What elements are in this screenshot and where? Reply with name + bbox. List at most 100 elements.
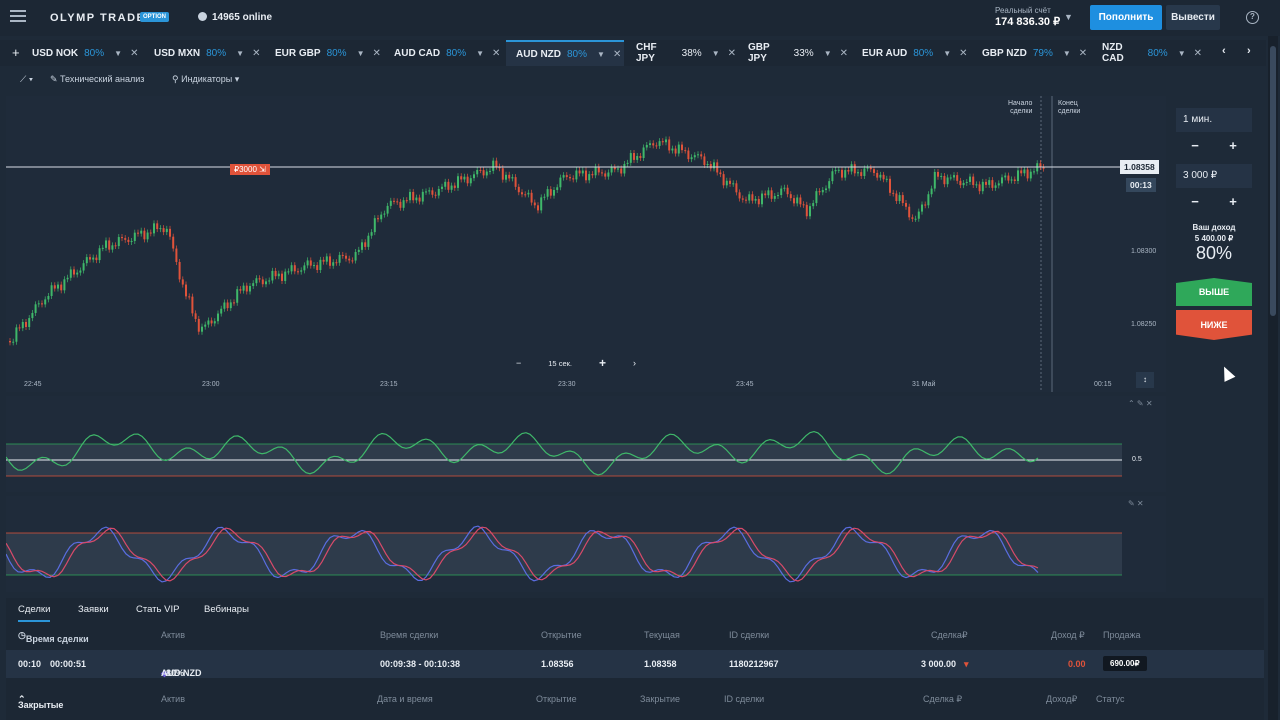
higher-button[interactable]: ВЫШЕ: [1176, 278, 1252, 306]
zoom-out-button[interactable]: −: [516, 358, 522, 368]
tab-asset[interactable]: EUR AUD 80% ▼ ✕: [852, 40, 970, 66]
chevron-down-icon[interactable]: ▼: [597, 49, 605, 59]
close-icon[interactable]: ✕: [492, 47, 501, 59]
zoom-in-button[interactable]: +: [598, 356, 606, 370]
indicator-2-chart: [5, 525, 1122, 583]
tab-asset[interactable]: NZD CAD 80% ▼ ✕: [1092, 40, 1202, 66]
table-row[interactable]: 00:10 00:00:51 ◆ AUD NZD 80% 00:09:38 - …: [6, 650, 1264, 678]
candle-body: [585, 170, 587, 181]
close-icon[interactable]: ✕: [372, 47, 381, 59]
candle-body: [284, 271, 287, 281]
scrollbar-thumb[interactable]: [1270, 46, 1276, 316]
withdraw-button[interactable]: Вывести: [1166, 5, 1220, 30]
duration-minus-button[interactable]: −: [1191, 137, 1199, 153]
add-tab-icon[interactable]: +: [12, 45, 20, 60]
tabs-prev-icon[interactable]: ‹: [1222, 45, 1226, 57]
candle-body: [274, 270, 277, 277]
close-icon[interactable]: ✕: [612, 48, 622, 60]
candle-body: [101, 247, 104, 249]
candle-body: [207, 320, 210, 325]
candle-body: [597, 166, 600, 173]
chevron-down-icon[interactable]: ▼: [476, 48, 485, 58]
candle-body: [937, 171, 939, 177]
tabs-next-icon[interactable]: ›: [1247, 45, 1251, 57]
candle-body: [709, 163, 712, 169]
close-icon[interactable]: ✕: [252, 47, 261, 59]
candle-body: [313, 265, 315, 267]
current-price-label: 1.08358: [1120, 160, 1159, 174]
tab-asset[interactable]: AUD CAD 80% ▼ ✕: [384, 40, 502, 66]
help-icon[interactable]: ?: [1246, 11, 1259, 24]
indicators-button[interactable]: ⚲ Индикаторы ▾: [172, 74, 240, 84]
deposit-button[interactable]: Пополнить: [1090, 5, 1162, 30]
asset-flag-icon: ◆: [161, 668, 168, 678]
chevron-down-icon[interactable]: ▼: [114, 48, 123, 58]
amount-plus-button[interactable]: +: [1229, 193, 1237, 209]
candle-body: [700, 154, 703, 157]
tab-webinars[interactable]: Вебинары: [204, 604, 249, 615]
candlestick-chart[interactable]: [6, 96, 1166, 392]
technical-analysis-button[interactable]: ✎ Технический анализ: [50, 74, 145, 84]
close-icon[interactable]: ✕: [959, 47, 968, 59]
candle-body: [297, 271, 299, 273]
tab-asset-percent: 80%: [446, 47, 467, 59]
chevron-down-icon[interactable]: ▼: [236, 48, 245, 58]
account-selector[interactable]: Реальный счёт 174 836.30 ₽: [995, 6, 1060, 28]
candle-body: [914, 218, 917, 220]
duration-plus-button[interactable]: +: [1229, 137, 1237, 153]
indicator-1-controls[interactable]: ⌃ ✎ ✕: [1128, 399, 1153, 408]
tab-asset[interactable]: AUD NZD 80% ▼ ✕: [506, 40, 624, 66]
candle-body: [457, 176, 459, 188]
candle-body: [261, 279, 264, 285]
chevron-down-icon[interactable]: ▼: [823, 48, 832, 58]
candle-body: [325, 256, 328, 262]
candle-body: [690, 157, 693, 160]
candle-body: [953, 175, 955, 178]
chart-scroll-right-icon[interactable]: ›: [633, 358, 636, 368]
sell-button[interactable]: 690.00₽: [1103, 656, 1147, 671]
chevron-down-icon[interactable]: ▼: [356, 48, 365, 58]
candle-body: [831, 171, 834, 182]
hamburger-menu-icon[interactable]: [10, 10, 26, 24]
chevron-down-icon[interactable]: ▼: [711, 48, 720, 58]
close-icon[interactable]: ✕: [727, 47, 736, 59]
tab-asset[interactable]: GBP NZD 79% ▼ ✕: [972, 40, 1088, 66]
indicator-2-controls[interactable]: ✎ ✕: [1128, 499, 1144, 508]
price-chart[interactable]: Начало сделки Конец сделки ₽3000 ⇲ 1.08358…: [6, 96, 1166, 392]
page-scrollbar[interactable]: [1268, 36, 1278, 720]
close-icon[interactable]: ✕: [1078, 47, 1088, 59]
tab-trades[interactable]: Сделки: [18, 604, 51, 622]
order-tag[interactable]: ₽3000 ⇲: [230, 164, 270, 175]
chevron-down-icon[interactable]: ▼: [1177, 48, 1186, 58]
indicator-1-chart: [5, 430, 1122, 477]
tab-vip[interactable]: Стать VIP: [136, 604, 180, 615]
tab-asset[interactable]: GBP JPY 33% ▼ ✕: [738, 40, 848, 66]
tab-asset-percent: 79%: [1032, 47, 1053, 59]
tab-orders[interactable]: Заявки: [78, 604, 109, 615]
tab-asset[interactable]: EUR GBP 80% ▼ ✕: [265, 40, 381, 66]
candle-body: [229, 302, 232, 309]
candle-body: [1039, 163, 1042, 167]
chevron-down-icon[interactable]: ▼: [943, 48, 952, 58]
resize-icon[interactable]: ↕: [1136, 372, 1154, 388]
lower-button[interactable]: НИЖЕ: [1176, 310, 1252, 340]
chart-type-icon[interactable]: ⟋ ▾: [20, 74, 34, 84]
candle-body: [898, 195, 901, 202]
close-icon[interactable]: ✕: [839, 47, 848, 59]
chevron-down-icon[interactable]: ▼: [1064, 12, 1073, 22]
chevron-down-icon[interactable]: ▼: [1062, 48, 1071, 58]
tab-asset-percent: 80%: [84, 47, 105, 59]
closed-toggle[interactable]: Закрытые ⌃: [18, 694, 64, 710]
amount-minus-button[interactable]: −: [1191, 193, 1199, 209]
tab-asset[interactable]: USD NOK 80% ▼ ✕: [22, 40, 142, 66]
duration-stepper: − +: [1176, 136, 1252, 154]
close-icon[interactable]: ✕: [1193, 47, 1202, 59]
candle-body: [82, 263, 85, 271]
tab-asset[interactable]: CHF JPY 38% ▼ ✕: [626, 40, 736, 66]
close-icon[interactable]: ✕: [130, 47, 139, 59]
amount-field[interactable]: 3 000 ₽: [1176, 164, 1252, 188]
candle-body: [226, 302, 229, 309]
duration-field[interactable]: 1 мин.: [1176, 108, 1252, 132]
tab-asset[interactable]: USD MXN 80% ▼ ✕: [144, 40, 262, 66]
candle-body: [559, 177, 562, 188]
